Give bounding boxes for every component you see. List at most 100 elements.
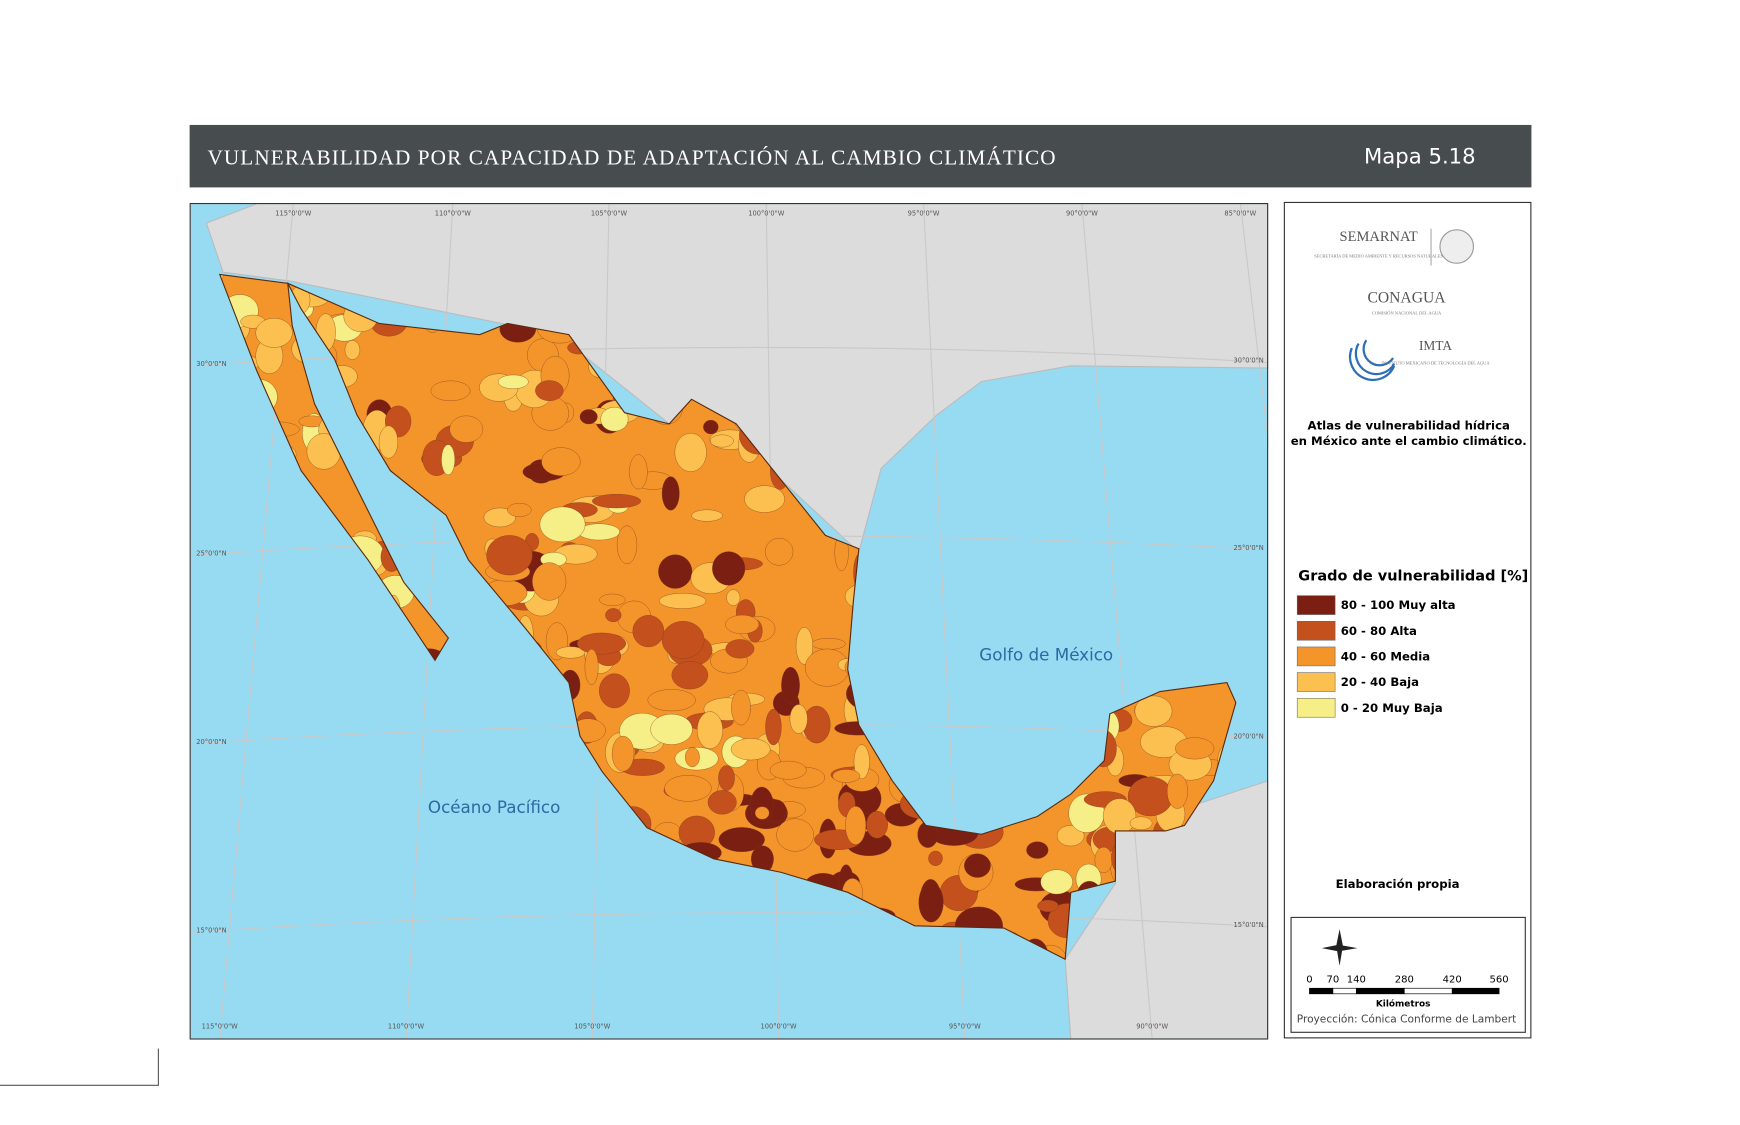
region [789, 704, 808, 734]
header-bar [189, 124, 1532, 188]
region [1056, 825, 1085, 847]
region [592, 494, 641, 509]
region [441, 444, 456, 475]
scale-tick: 0 [1306, 974, 1312, 985]
region [718, 765, 735, 791]
region [718, 827, 765, 852]
legend-title: Grado de vulnerabilidad [%] [1298, 569, 1528, 585]
coord-label: 20°0'0"N [1233, 732, 1263, 740]
map [190, 204, 1269, 1039]
legend-swatch [1296, 646, 1336, 667]
region [697, 711, 723, 750]
coord-label: 105°0'0"W [574, 1022, 611, 1030]
logo-imta: IMTA [1419, 338, 1452, 353]
credit: Elaboración propia [1336, 877, 1460, 891]
region [539, 506, 586, 543]
legend-label: 40 - 60 Media [1341, 649, 1431, 663]
region [712, 551, 746, 586]
legend-swatch [1296, 621, 1336, 641]
region [535, 380, 564, 401]
region [781, 667, 800, 704]
scale-tick: 420 [1443, 974, 1462, 985]
logo-semarnat: SEMARNAT [1340, 229, 1418, 245]
atlas-title: en México ante el cambio climático. [1291, 434, 1527, 448]
region [964, 853, 991, 878]
region [811, 638, 846, 650]
region [769, 760, 807, 780]
region [866, 810, 888, 839]
region [730, 738, 771, 761]
legend-label: 60 - 80 Alta [1341, 624, 1417, 638]
region [707, 790, 737, 815]
region [710, 434, 734, 448]
coord-label: 100°0'0"W [760, 1022, 797, 1030]
gulf-label: Golfo de México [979, 644, 1113, 664]
logo-semarnat-sub: SECRETARÍA DE MEDIO AMBIENTE Y RECURSOS … [1314, 254, 1443, 259]
region [703, 419, 719, 435]
scale-segment [1332, 987, 1357, 995]
region [754, 806, 770, 820]
region [802, 705, 831, 744]
region [776, 818, 814, 852]
region [611, 735, 635, 772]
side-panel [1283, 201, 1532, 1039]
region [845, 806, 867, 845]
coord-label: 90°0'0"W [1136, 1022, 1168, 1030]
region [832, 769, 861, 783]
legend-swatch [1296, 697, 1336, 718]
region [764, 538, 794, 566]
legend-label: 0 - 20 Muy Baja [1341, 701, 1443, 715]
logo-conagua-sub: COMISIÓN NACIONAL DEL AGUA [1372, 310, 1442, 315]
region [486, 535, 533, 576]
region [918, 882, 944, 923]
scale-tick: 280 [1395, 974, 1414, 985]
region [1134, 695, 1173, 727]
scale-box [1290, 916, 1526, 1033]
logo-imta-waves [1348, 339, 1396, 382]
projection: Proyección: Cónica Conforme de Lambert [1297, 1013, 1516, 1025]
region [744, 485, 785, 513]
region [674, 432, 707, 472]
region [449, 415, 484, 443]
region [507, 503, 532, 517]
coord-label: 15°0'0"N [1233, 921, 1263, 929]
region [1166, 773, 1188, 809]
region [1129, 816, 1153, 830]
legend-label: 20 - 40 Baja [1341, 675, 1419, 689]
coord-label: 85°0'0"W [1224, 209, 1256, 217]
region [1037, 899, 1059, 913]
region [599, 673, 630, 709]
coord-label: 115°0'0"W [202, 1022, 239, 1030]
region [616, 525, 638, 565]
legend-swatch [1296, 672, 1336, 692]
region [853, 744, 870, 779]
header-title: VULNERABILIDAD POR CAPACIDAD DE ADAPTACI… [207, 145, 1056, 169]
coord-label: 25°0'0"N [196, 549, 226, 557]
region [497, 374, 529, 389]
graticule [190, 912, 1269, 933]
region [664, 775, 712, 802]
region [584, 648, 599, 685]
coord-label: 15°0'0"N [196, 926, 226, 934]
scale-tick: 140 [1347, 974, 1366, 985]
coord-label: 30°0'0"N [1233, 357, 1263, 365]
pacific-label: Océano Pacífico [428, 797, 560, 817]
region [691, 509, 723, 522]
region [928, 850, 943, 866]
scale-tick: 560 [1490, 974, 1509, 985]
region [1175, 737, 1215, 760]
region [725, 639, 755, 659]
region [650, 713, 693, 745]
region [599, 593, 626, 606]
region [661, 476, 680, 511]
region [659, 593, 707, 609]
map-number: Mapa 5.18 [1364, 143, 1476, 168]
coord-label: 110°0'0"W [388, 1022, 425, 1030]
legend-swatch [1296, 595, 1336, 615]
atlas-title: Atlas de vulnerabilidad hídrica [1308, 419, 1510, 433]
region [378, 425, 399, 459]
coord-label: 115°0'0"W [275, 209, 312, 217]
region [344, 340, 361, 360]
coord-label: 20°0'0"N [196, 738, 226, 746]
region [765, 709, 782, 746]
